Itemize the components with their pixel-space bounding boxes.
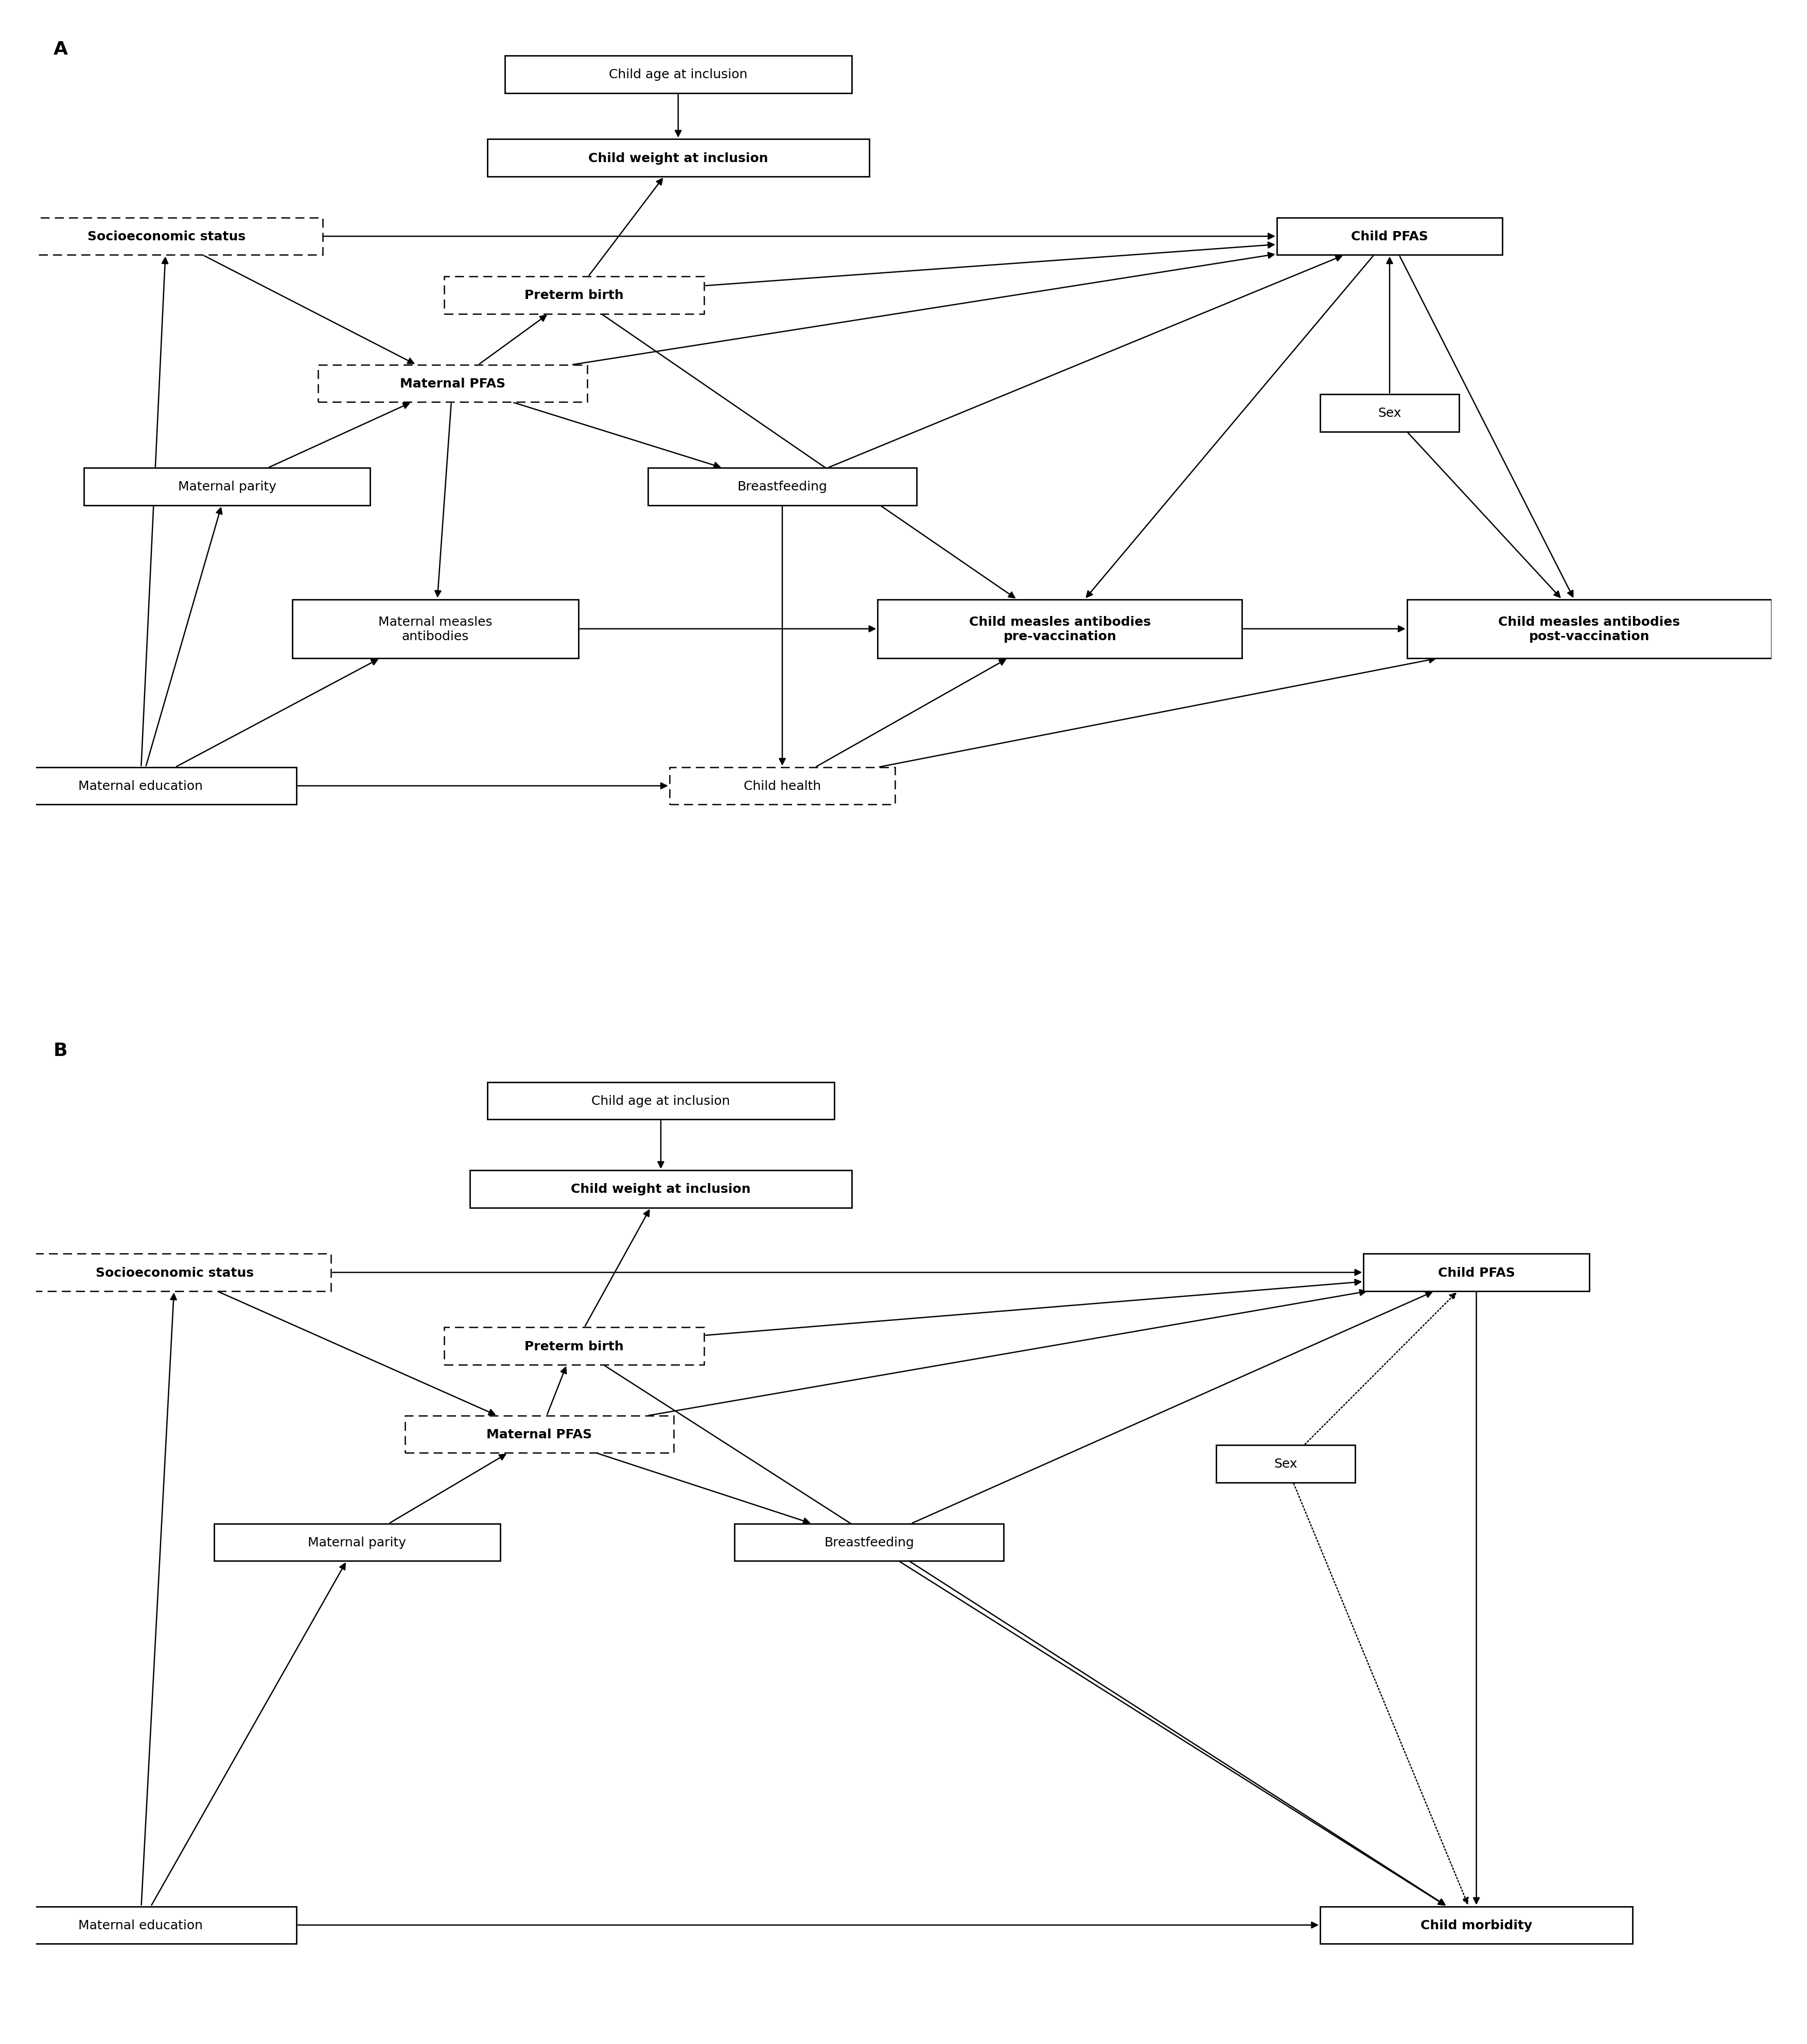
FancyBboxPatch shape xyxy=(18,1253,331,1292)
Text: Maternal parity: Maternal parity xyxy=(307,1537,407,1549)
Text: Child measles antibodies
post-vaccination: Child measles antibodies post-vaccinatio… xyxy=(1498,615,1679,642)
FancyBboxPatch shape xyxy=(488,1081,835,1120)
FancyBboxPatch shape xyxy=(293,599,578,658)
FancyBboxPatch shape xyxy=(488,139,869,178)
Text: Child PFAS: Child PFAS xyxy=(1350,231,1428,243)
Text: Maternal education: Maternal education xyxy=(78,781,202,793)
Text: Child age at inclusion: Child age at inclusion xyxy=(609,69,748,82)
Text: Maternal PFAS: Maternal PFAS xyxy=(486,1429,593,1441)
FancyBboxPatch shape xyxy=(504,55,851,94)
Text: Maternal education: Maternal education xyxy=(78,1919,202,1932)
Text: Sex: Sex xyxy=(1274,1457,1297,1470)
Text: B: B xyxy=(54,1042,67,1059)
FancyBboxPatch shape xyxy=(669,766,894,805)
FancyBboxPatch shape xyxy=(1216,1445,1355,1482)
FancyBboxPatch shape xyxy=(1362,1253,1588,1292)
Text: Child morbidity: Child morbidity xyxy=(1420,1919,1532,1932)
FancyBboxPatch shape xyxy=(445,276,705,315)
FancyBboxPatch shape xyxy=(83,468,370,505)
FancyBboxPatch shape xyxy=(734,1523,1003,1562)
Text: Child age at inclusion: Child age at inclusion xyxy=(591,1096,730,1108)
Text: Child weight at inclusion: Child weight at inclusion xyxy=(571,1183,750,1196)
FancyBboxPatch shape xyxy=(0,1907,296,1944)
FancyBboxPatch shape xyxy=(318,366,587,403)
Text: Socioeconomic status: Socioeconomic status xyxy=(87,231,246,243)
FancyBboxPatch shape xyxy=(647,468,916,505)
FancyBboxPatch shape xyxy=(1319,394,1458,431)
Text: Child health: Child health xyxy=(743,781,820,793)
Text: A: A xyxy=(54,41,69,57)
Text: Breastfeeding: Breastfeeding xyxy=(737,480,828,493)
Text: Sex: Sex xyxy=(1377,407,1400,419)
FancyBboxPatch shape xyxy=(1319,1907,1632,1944)
FancyBboxPatch shape xyxy=(878,599,1241,658)
Text: Breastfeeding: Breastfeeding xyxy=(824,1537,914,1549)
Text: Socioeconomic status: Socioeconomic status xyxy=(96,1267,255,1280)
FancyBboxPatch shape xyxy=(445,1327,705,1365)
FancyBboxPatch shape xyxy=(470,1171,851,1208)
Text: Maternal parity: Maternal parity xyxy=(177,480,276,493)
Text: Maternal PFAS: Maternal PFAS xyxy=(399,378,506,390)
FancyBboxPatch shape xyxy=(213,1523,501,1562)
FancyBboxPatch shape xyxy=(0,766,296,805)
FancyBboxPatch shape xyxy=(1276,219,1502,255)
FancyBboxPatch shape xyxy=(11,219,322,255)
Text: Child PFAS: Child PFAS xyxy=(1437,1267,1514,1280)
Text: Maternal measles
antibodies: Maternal measles antibodies xyxy=(378,615,492,642)
FancyBboxPatch shape xyxy=(1406,599,1771,658)
Text: Preterm birth: Preterm birth xyxy=(524,290,623,303)
FancyBboxPatch shape xyxy=(405,1416,674,1453)
Text: Child measles antibodies
pre-vaccination: Child measles antibodies pre-vaccination xyxy=(969,615,1151,642)
Text: Child weight at inclusion: Child weight at inclusion xyxy=(587,151,768,164)
Text: Preterm birth: Preterm birth xyxy=(524,1341,623,1353)
